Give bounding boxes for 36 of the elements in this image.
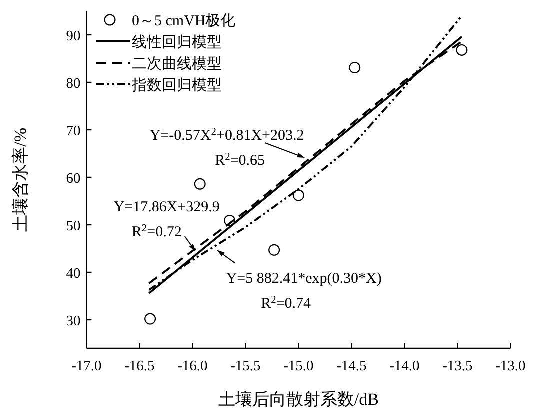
legend-label: 指数回归模型 xyxy=(131,77,222,94)
y-tick-label: 30 xyxy=(66,314,81,330)
annotation: Y=17.86X+329.9 xyxy=(114,200,220,216)
x-tick-label: -17.0 xyxy=(72,358,102,374)
legend-label: 0～5 cmVH极化 xyxy=(132,12,236,30)
y-tick-label: 90 xyxy=(66,28,81,44)
x-tick-label: -15.0 xyxy=(284,358,314,374)
y-tick-label: 60 xyxy=(66,171,81,187)
x-tick-label: -14.5 xyxy=(336,358,367,374)
y-tick-label: 50 xyxy=(66,218,81,234)
x-tick-label: -16.0 xyxy=(178,358,208,374)
x-tick-label: -13.5 xyxy=(442,358,473,374)
x-tick-label: -16.5 xyxy=(124,358,155,374)
annotation: Y=5 882.41*exp(0.30*X) xyxy=(217,250,382,288)
y-axis-title: 土壤含水率/% xyxy=(11,128,30,232)
point xyxy=(456,44,468,56)
x-tick-label: -14.0 xyxy=(390,358,420,374)
annotation: Y=-0.57X$^{2}$+0.81X+203.2 xyxy=(150,126,304,144)
x-axis-title: 土壤后向散射系数/dB xyxy=(218,390,379,409)
y-tick-label: 80 xyxy=(66,76,81,92)
annotation: Y=5 882.41*exp(0.30*X) xyxy=(226,271,382,288)
legend-label: 线性回归模型 xyxy=(132,34,222,51)
x-tick-label: -15.5 xyxy=(230,358,261,374)
point xyxy=(194,178,206,190)
point xyxy=(224,214,236,226)
x-tick-label: -13.0 xyxy=(496,358,526,374)
point xyxy=(349,62,361,74)
y-tick-label: 70 xyxy=(66,124,81,140)
y-tick-label: 40 xyxy=(66,266,81,282)
annotation: R$^{2}$=0.65 xyxy=(215,152,266,170)
point xyxy=(268,244,280,256)
legend-label: 二次曲线模型 xyxy=(132,56,222,72)
annotation: R$^{2}$=0.72 xyxy=(132,223,182,241)
annotation: R$^{2}$=0.74 xyxy=(261,294,312,312)
point xyxy=(292,190,304,202)
point xyxy=(144,313,156,325)
